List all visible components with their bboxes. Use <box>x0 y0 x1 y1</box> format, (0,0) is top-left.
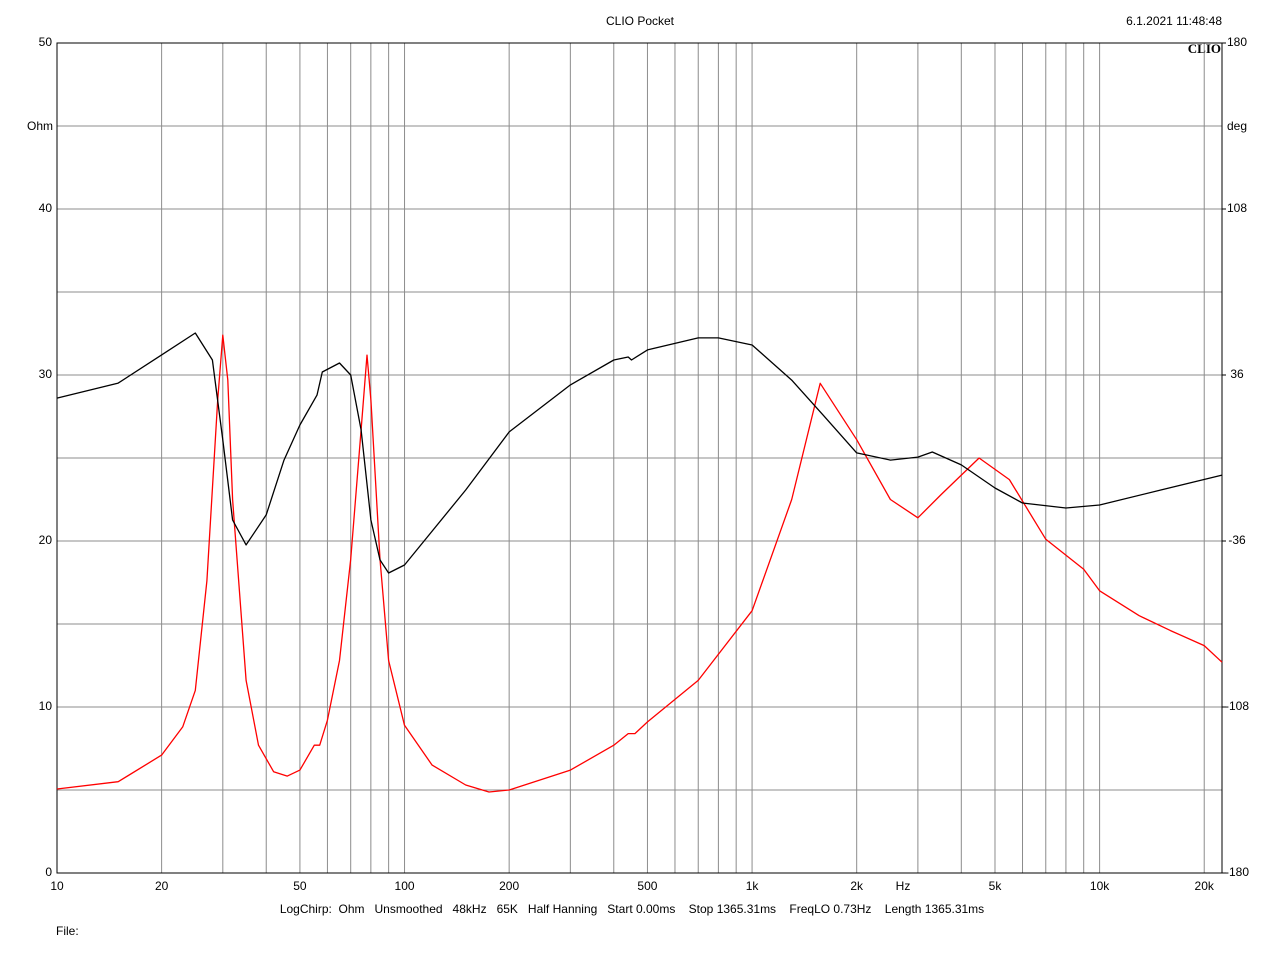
x-tick-label: 200 <box>499 879 519 893</box>
x-tick-label: 5k <box>989 879 1003 893</box>
x-tick-label: 500 <box>637 879 657 893</box>
x-tick-label: 50 <box>293 879 307 893</box>
x-tick-label: 20k <box>1195 879 1215 893</box>
x-tick-label: 1k <box>746 879 760 893</box>
y-tick-label: 40 <box>39 201 53 215</box>
x-tick-label: 2k <box>850 879 864 893</box>
plot-frame <box>56 42 1223 874</box>
x-tick-label: 10k <box>1090 879 1110 893</box>
y-tick-label: 50 <box>39 35 53 49</box>
chart-title: CLIO Pocket <box>606 14 675 28</box>
y-tick-label: 30 <box>39 367 53 381</box>
y2-tick-label: 180 <box>1227 35 1247 49</box>
y-axis-label: Ohm <box>27 119 53 133</box>
x-tick-label: 10 <box>50 879 64 893</box>
timestamp: 6.1.2021 11:48:48 <box>1126 14 1222 28</box>
y2-tick-label: 108 <box>1227 201 1247 215</box>
footer: LogChirp: Ohm Unsmoothed 48kHz 65K Half … <box>280 902 984 916</box>
y-tick-label: 0 <box>45 865 52 879</box>
series-line <box>56 334 1223 793</box>
y2-tick-label: -180 <box>1225 865 1249 879</box>
y-tick-label: 20 <box>39 533 53 547</box>
y-tick-label: 10 <box>39 699 53 713</box>
x-tick-label: 100 <box>395 879 415 893</box>
x-axis-label: Hz <box>896 879 911 893</box>
file-label: File: <box>56 924 79 938</box>
y2-tick-label: -108 <box>1225 699 1249 713</box>
series-line <box>56 332 1223 574</box>
y2-tick-label: -36 <box>1228 533 1246 547</box>
y2-tick-label: 36 <box>1230 367 1244 381</box>
y2-axis-label: deg <box>1227 119 1247 133</box>
x-tick-label: 20 <box>155 879 169 893</box>
